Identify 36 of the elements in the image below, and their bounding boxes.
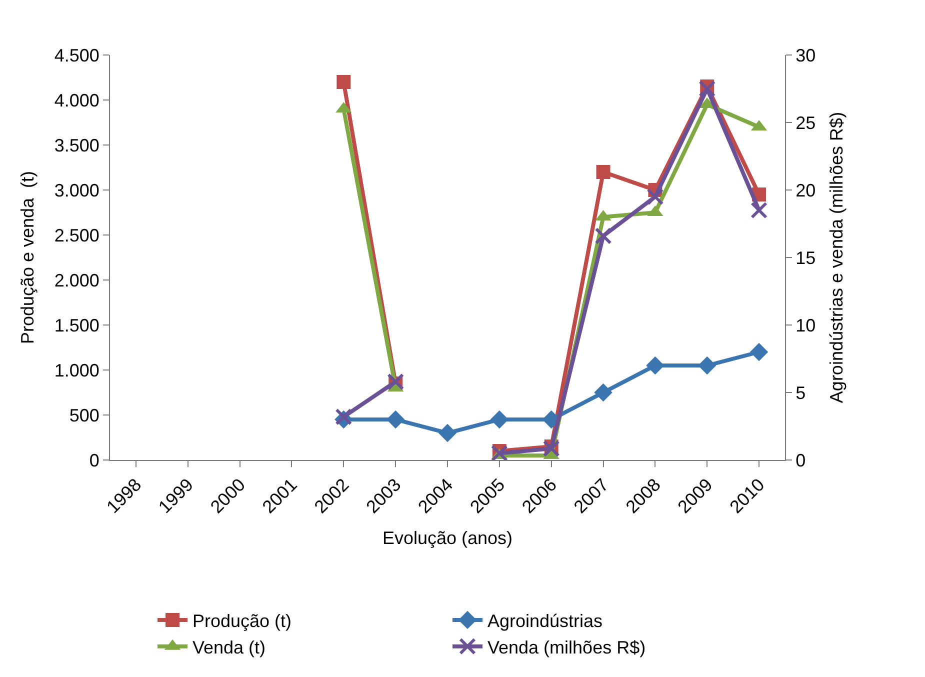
legend-label: Agroindústrias bbox=[488, 610, 603, 631]
y-tick-label: 2.000 bbox=[54, 270, 100, 290]
y-tick-label: 2.500 bbox=[54, 225, 100, 246]
y-tick-label: 1.500 bbox=[54, 315, 100, 336]
y2-tick-label: 0 bbox=[796, 450, 806, 470]
y2-tick-label: 10 bbox=[796, 315, 816, 336]
point bbox=[594, 383, 612, 402]
x-axis-title: Evolução (anos) bbox=[382, 528, 513, 548]
y-axis-title: Produção e venda (t) bbox=[18, 170, 38, 344]
y2-tick-label: 5 bbox=[796, 382, 806, 403]
point bbox=[698, 80, 716, 98]
y-tick-label: 500 bbox=[69, 405, 100, 426]
legend-label: Venda (t) bbox=[192, 637, 266, 658]
point bbox=[646, 188, 664, 206]
y2-tick-label: 30 bbox=[796, 45, 816, 66]
legend-label: Venda (milhões R$) bbox=[488, 637, 646, 658]
y-tick-label: 3.500 bbox=[54, 135, 100, 156]
point bbox=[698, 356, 716, 375]
y-tick-label: 1.000 bbox=[54, 360, 100, 380]
y2-tick-label: 15 bbox=[796, 248, 816, 268]
point bbox=[750, 342, 768, 362]
point bbox=[596, 165, 610, 179]
point bbox=[438, 424, 457, 442]
point bbox=[750, 202, 768, 219]
point bbox=[594, 227, 612, 244]
y-tick-label: 0 bbox=[89, 450, 100, 470]
y2-tick-label: 20 bbox=[796, 180, 816, 200]
point bbox=[490, 444, 508, 462]
y2-tick-label: 25 bbox=[796, 112, 816, 133]
y-tick-label: 4.000 bbox=[54, 90, 100, 110]
y-tick-label: 4.500 bbox=[54, 45, 100, 66]
point bbox=[542, 440, 560, 458]
legend-label: Produção (t) bbox=[192, 610, 292, 631]
y-tick-label: 3.000 bbox=[54, 180, 100, 200]
y2-axis-title: Agroindústrias e venda (milhões R$) bbox=[826, 112, 847, 404]
point bbox=[646, 356, 664, 375]
